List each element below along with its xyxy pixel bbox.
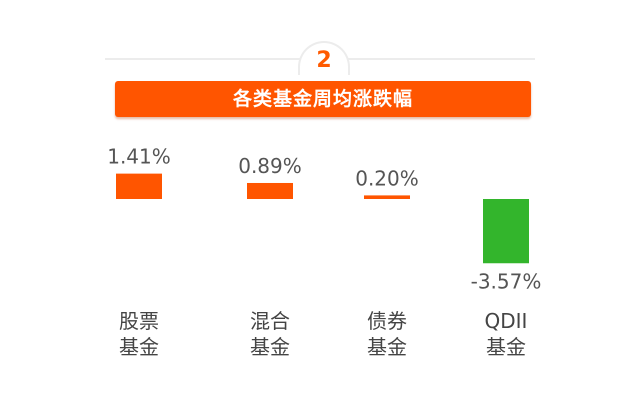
category-label-0-1: 基金 xyxy=(119,335,159,359)
bar-1 xyxy=(247,182,293,199)
category-label-0-0: 股票 xyxy=(119,309,159,333)
bar-3 xyxy=(483,199,529,264)
bar-0 xyxy=(116,173,162,199)
value-label-0: 1.41% xyxy=(107,145,171,169)
chart-title: 各类基金周均涨跌幅 xyxy=(115,81,531,117)
section-number: 2 xyxy=(316,48,332,73)
value-label-1: 0.89% xyxy=(238,154,302,178)
category-label-2-0: 债券 xyxy=(367,309,407,333)
category-label-2-1: 基金 xyxy=(367,335,407,359)
category-label-3-1: 基金 xyxy=(486,335,526,359)
bar-2 xyxy=(364,195,410,199)
category-label-3-0: QDII xyxy=(485,309,528,333)
value-label-3: -3.57% xyxy=(471,269,542,293)
value-label-2: 0.20% xyxy=(355,166,419,190)
category-label-1-0: 混合 xyxy=(250,309,290,333)
category-label-1-1: 基金 xyxy=(250,335,290,359)
section-number-badge: 2 xyxy=(298,41,350,75)
